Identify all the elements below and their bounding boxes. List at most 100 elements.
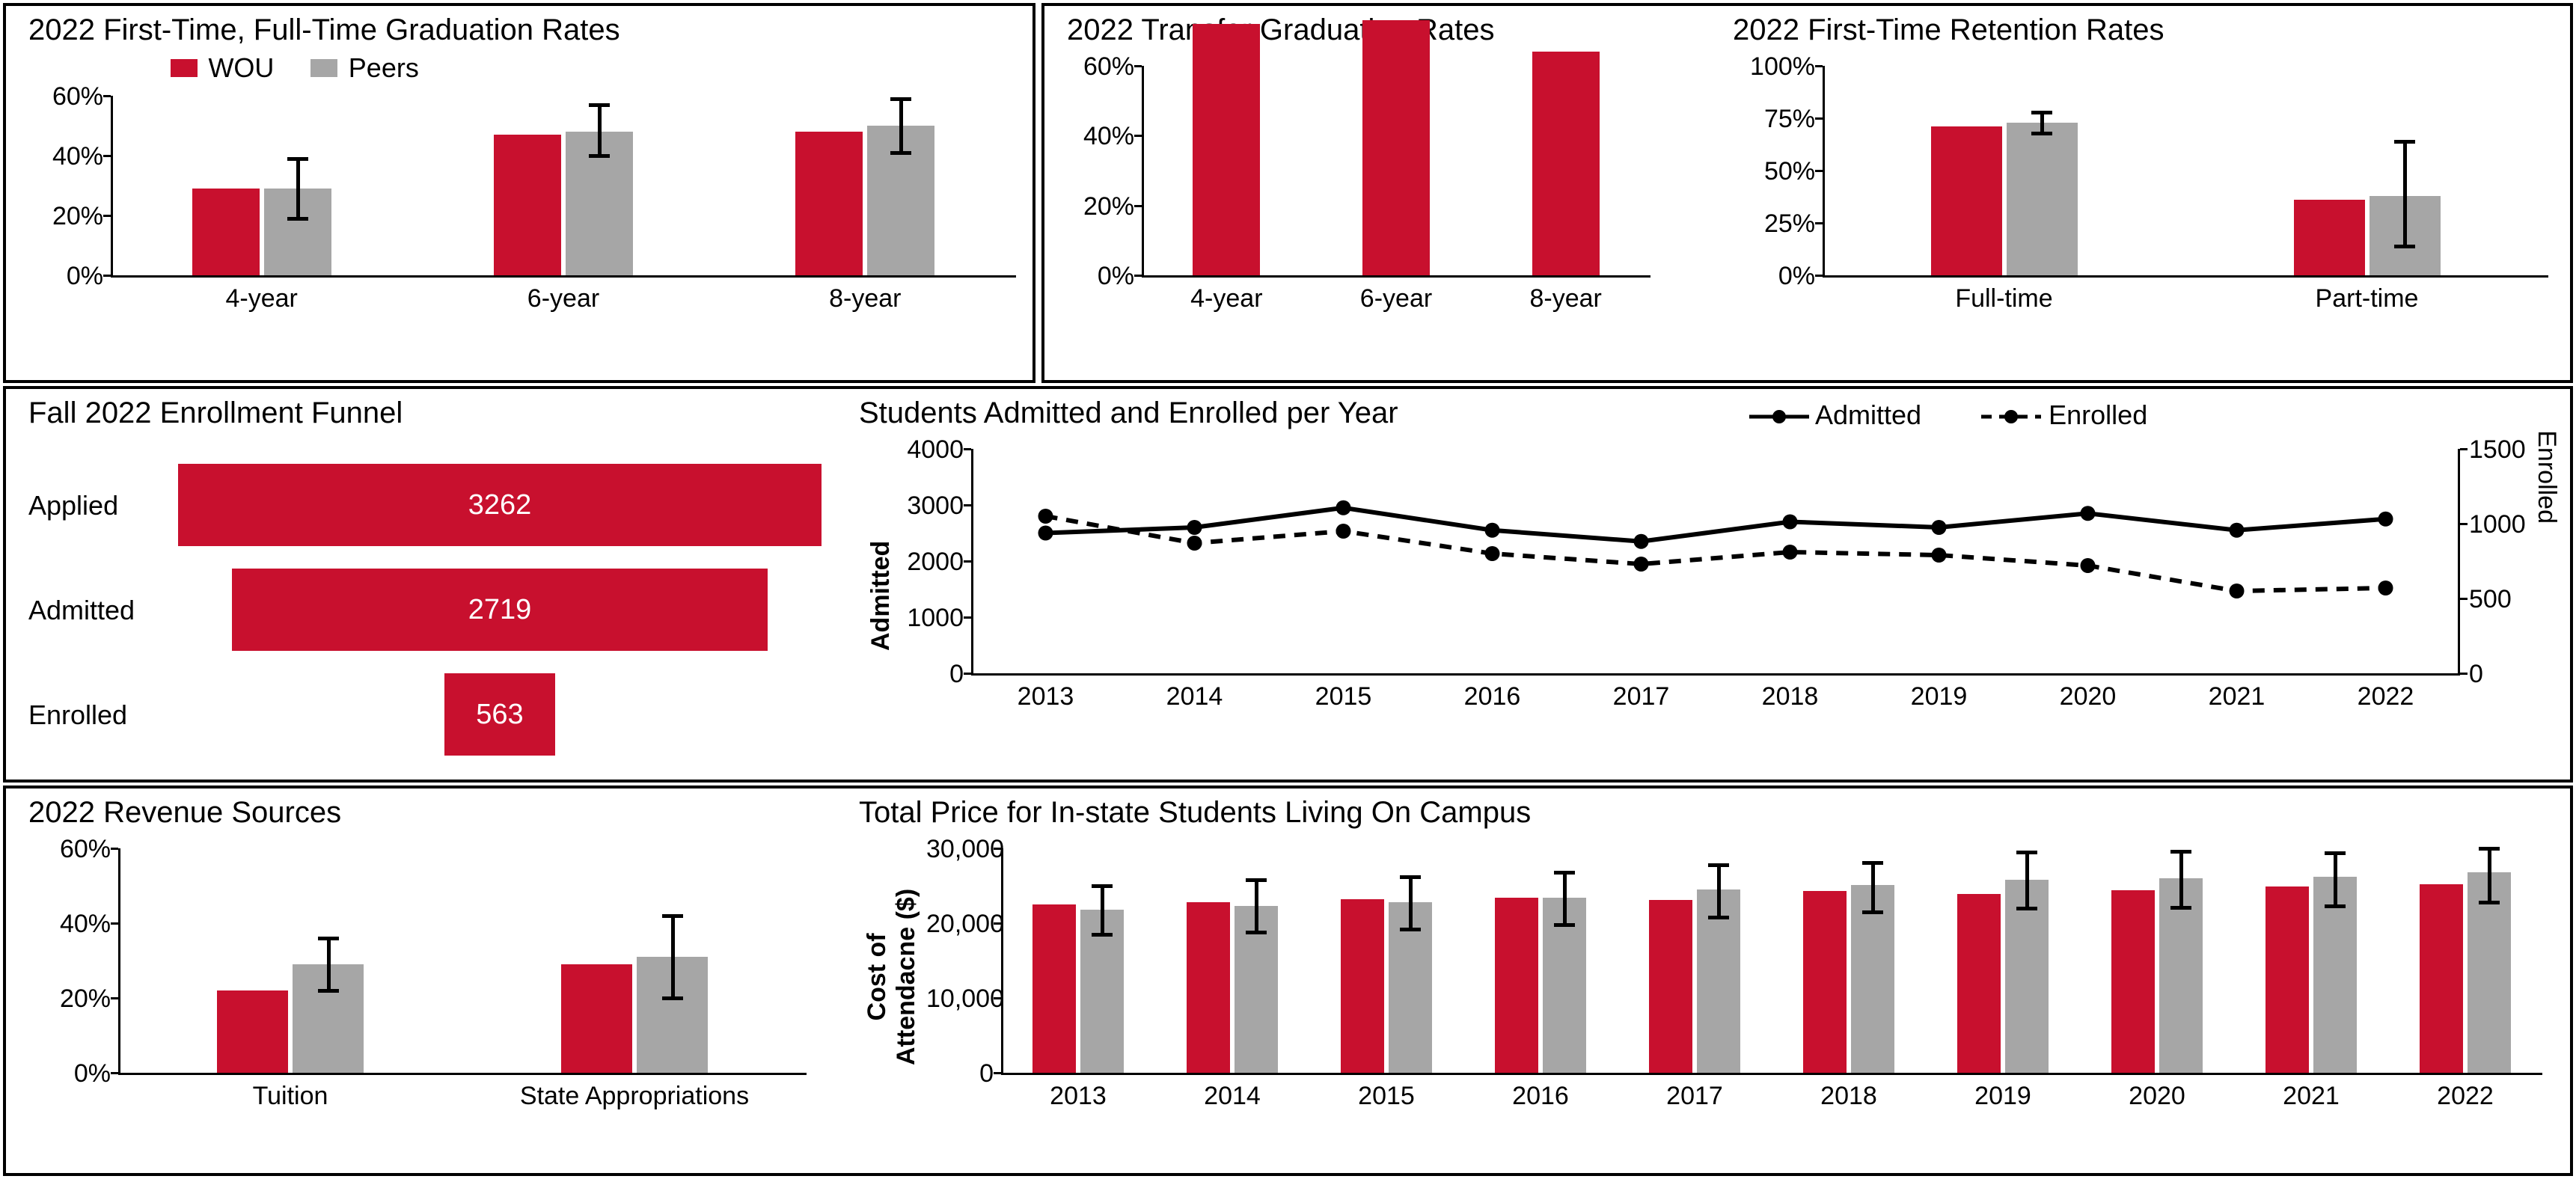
category-label: Part-time <box>2185 284 2548 313</box>
y-tick: 20,000 <box>926 910 994 939</box>
chart-line: 0100020003000400005001000150020132014201… <box>971 441 2460 718</box>
funnel-label: Applied <box>28 490 118 521</box>
legend-admitted-label: Admitted <box>1815 399 1921 430</box>
category-label: 2020 <box>2080 1082 2234 1111</box>
chart-price: 010,00020,00030,000201320142015201620172… <box>1001 841 2542 1118</box>
funnel-area: Applied 3262 Admitted 2719 Enrolled 563 <box>28 441 822 771</box>
y-tick: 20% <box>36 202 103 231</box>
bar <box>2294 200 2365 275</box>
bar <box>1649 900 1692 1073</box>
funnel-bar: 2719 <box>232 569 768 651</box>
category-label: 6-year <box>412 284 714 313</box>
bar <box>1495 898 1538 1073</box>
category-label: 2016 <box>1463 1082 1618 1111</box>
bar <box>1187 902 1230 1073</box>
category-label: 2019 <box>1926 1082 2080 1111</box>
y-tick: 0% <box>43 1059 111 1088</box>
legend-wou-label: WOU <box>208 52 274 83</box>
bar <box>2420 884 2463 1073</box>
bar <box>2007 123 2078 275</box>
legend-wou-swatch <box>171 59 198 77</box>
bar <box>1532 52 1600 275</box>
bar <box>561 964 632 1073</box>
bar <box>217 990 288 1073</box>
category-label: 6-year <box>1312 284 1481 313</box>
bar <box>1362 20 1430 275</box>
y-tick: 50% <box>1748 157 1815 186</box>
bar <box>1803 891 1847 1073</box>
chart-transfer: 0%20%40%60%4-year6-year8-year <box>1142 58 1650 320</box>
bar <box>795 132 863 275</box>
y-tick: 0% <box>1748 262 1815 291</box>
category-label: 4-year <box>1142 284 1312 313</box>
bar <box>192 189 260 275</box>
bar <box>1341 899 1384 1073</box>
title-admitted-enrolled: Students Admitted and Enrolled per Year <box>859 396 1398 430</box>
x-axis-line <box>118 1073 807 1075</box>
category-label: 2013 <box>1001 1082 1155 1111</box>
y-tick: 60% <box>1067 52 1134 82</box>
bar <box>1193 24 1260 275</box>
funnel-value: 3262 <box>468 489 532 521</box>
y-tick: 40% <box>36 142 103 171</box>
funnel-value: 2719 <box>468 594 532 626</box>
title-retention: 2022 First-Time Retention Rates <box>1733 13 2164 47</box>
x-axis-line <box>1823 275 2548 278</box>
y-tick: 20% <box>1067 192 1134 221</box>
category-label: 4-year <box>111 284 412 313</box>
title-grad-rates: 2022 First-Time, Full-Time Graduation Ra… <box>28 13 620 47</box>
ylabel-enrolled: Enrolled <box>2532 430 2561 524</box>
y-tick: 60% <box>36 82 103 111</box>
legend-peers-label: Peers <box>349 52 419 83</box>
chart-revenue: 0%20%40%60%TuitionState Appropriations <box>118 841 807 1118</box>
funnel-bar: 3262 <box>178 464 822 546</box>
funnel-label: Admitted <box>28 595 135 626</box>
category-label: Full-time <box>1823 284 2185 313</box>
title-funnel: Fall 2022 Enrollment Funnel <box>28 396 403 430</box>
x-axis-line <box>1142 275 1650 278</box>
category-label: 2021 <box>2234 1082 2388 1111</box>
title-price: Total Price for In-state Students Living… <box>859 796 1531 830</box>
chart-grad: 0%20%40%60%4-year6-year8-year <box>111 88 1016 320</box>
y-tick: 10,000 <box>926 984 994 1014</box>
funnel-bar: 563 <box>444 673 555 756</box>
panel-row2: Fall 2022 Enrollment Funnel Applied3262A… <box>3 386 2573 783</box>
category-label: State Appropriations <box>462 1082 807 1111</box>
y-tick: 75% <box>1748 105 1815 134</box>
category-label: 2014 <box>1155 1082 1309 1111</box>
y-tick: 0% <box>36 262 103 291</box>
legend-grad: WOU Peers <box>171 52 419 84</box>
funnel-label: Enrolled <box>28 699 127 731</box>
legend-enrolled-label: Enrolled <box>2049 399 2147 430</box>
y-tick: 30,000 <box>926 835 994 864</box>
legend-peers-swatch <box>310 59 337 77</box>
bar <box>494 135 561 275</box>
y-tick: 25% <box>1748 209 1815 239</box>
panel-row3: 2022 Revenue Sources 0%20%40%60%TuitionS… <box>3 786 2573 1176</box>
y-tick: 60% <box>43 835 111 864</box>
y-tick: 40% <box>1067 122 1134 151</box>
bar <box>2266 886 2309 1073</box>
category-label: 2022 <box>2388 1082 2542 1111</box>
y-tick: 20% <box>43 984 111 1014</box>
bar <box>1931 126 2002 275</box>
y-tick: 40% <box>43 910 111 939</box>
title-revenue: 2022 Revenue Sources <box>28 796 341 830</box>
title-transfer: 2022 Transfer Graduation Rates <box>1067 13 1494 47</box>
funnel-value: 563 <box>476 699 523 731</box>
chart-retention: 0%25%50%75%100%Full-timePart-time <box>1823 58 2548 320</box>
category-label: 2015 <box>1309 1082 1463 1111</box>
panel-grad-rates: 2022 First-Time, Full-Time Graduation Ra… <box>3 3 1035 383</box>
bar <box>1032 904 1076 1073</box>
y-tick: 100% <box>1748 52 1815 82</box>
category-label: 2017 <box>1618 1082 1772 1111</box>
y-tick: 0 <box>926 1059 994 1088</box>
bar <box>2111 890 2155 1073</box>
ylabel-price: Cost of Attendacne ($) <box>863 889 921 1065</box>
x-axis-line <box>111 275 1016 278</box>
legend-admitted-enrolled: Admitted Enrolled <box>1749 399 2147 431</box>
category-label: 2018 <box>1772 1082 1926 1111</box>
x-axis-line <box>1001 1073 2542 1075</box>
category-label: Tuition <box>118 1082 462 1111</box>
panel-transfer-retention: 2022 Transfer Graduation Rates 0%20%40%6… <box>1041 3 2573 383</box>
